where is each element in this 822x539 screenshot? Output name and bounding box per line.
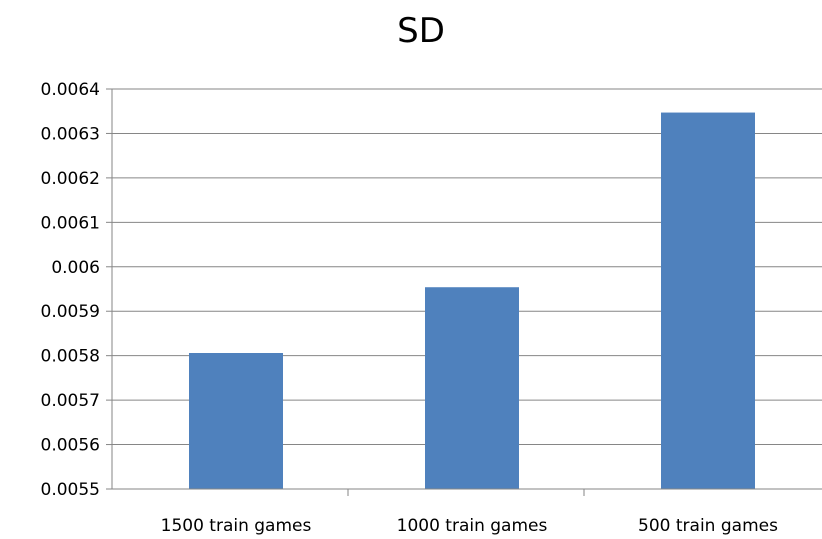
- bar: [661, 112, 755, 490]
- y-tick-label: 0.0062: [41, 169, 100, 189]
- x-category-label: 500 train games: [638, 516, 778, 536]
- chart-title: SD: [397, 11, 445, 51]
- x-category-label: 1000 train games: [397, 516, 548, 536]
- y-tick-label: 0.0061: [41, 213, 100, 233]
- axes: [106, 88, 822, 496]
- y-axis-tick-labels: 0.0055 0.0056 0.0057 0.0058 0.0059 0.006 0.006…: [41, 80, 100, 500]
- x-category-label: 1500 train games: [161, 516, 312, 536]
- y-tick-label: 0.0057: [41, 391, 100, 411]
- y-tick-label: 0.006: [51, 258, 100, 278]
- bars: [189, 112, 755, 490]
- y-tick-label: 0.0056: [41, 436, 100, 456]
- x-axis-category-labels: 1500 train games 1000 train games 500 trai…: [161, 516, 778, 536]
- bar: [425, 287, 519, 489]
- bar: [189, 353, 283, 489]
- y-tick-label: 0.0058: [41, 347, 100, 367]
- y-tick-label: 0.0063: [41, 124, 100, 144]
- y-tick-label: 0.0064: [41, 80, 100, 100]
- y-tick-label: 0.0059: [41, 302, 100, 322]
- y-tick-label: 0.0055: [41, 480, 100, 500]
